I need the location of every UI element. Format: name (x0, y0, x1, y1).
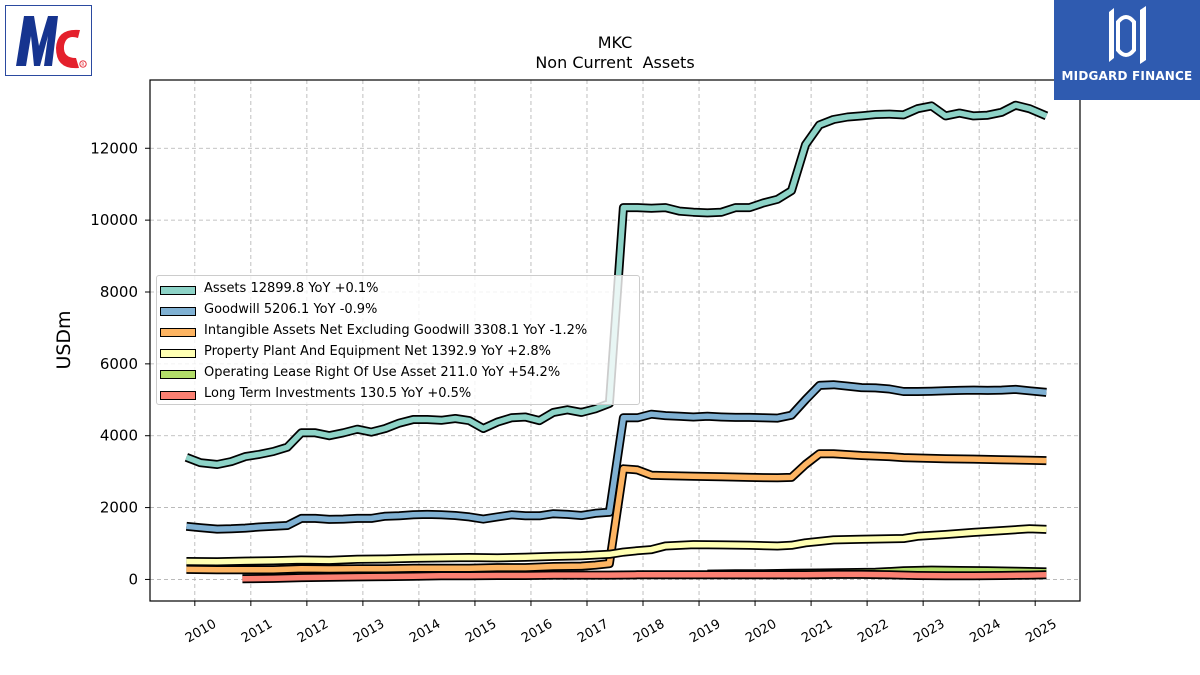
x-tick-label: 2020 (743, 617, 779, 647)
y-tick-label: 10000 (90, 211, 138, 229)
x-tick-label: 2016 (519, 617, 555, 647)
legend-label: Intangible Assets Net Excluding Goodwill… (204, 323, 588, 338)
legend-swatch (160, 307, 196, 316)
series-line-3 (186, 526, 1047, 565)
x-tick-label: 2024 (967, 617, 1003, 647)
x-tick-label: 2021 (799, 617, 835, 647)
legend-swatch (160, 328, 196, 337)
y-tick-label: 8000 (100, 283, 138, 301)
mkc-logo: R (5, 5, 92, 76)
legend-swatch (160, 286, 196, 295)
y-tick-label: 4000 (100, 427, 138, 445)
midgard-finance-logo: MIDGARD FINANCE (1054, 0, 1200, 100)
series-line-2 (186, 450, 1047, 573)
series-line-5 (242, 571, 1047, 582)
mc-logo-icon (16, 16, 58, 66)
chart-title: MKC (598, 33, 633, 52)
y-tick-label: 12000 (90, 139, 138, 157)
x-tick-label: 2015 (463, 617, 499, 647)
svg-text:R: R (81, 62, 84, 68)
midgard-finance-wordmark: MIDGARD FINANCE (1061, 69, 1193, 83)
x-tick-label: 2018 (631, 617, 667, 647)
x-tick-label: 2012 (295, 617, 331, 647)
x-tick-label: 2022 (855, 617, 891, 647)
series-line-1 (186, 381, 1047, 532)
chart-subtitle: Non Current Assets (535, 53, 694, 72)
legend-label: Property Plant And Equipment Net 1392.9 … (204, 344, 551, 359)
y-tick-label: 2000 (100, 499, 138, 517)
legend-label: Assets 12899.8 YoY +0.1% (204, 281, 379, 296)
x-tick-label: 2013 (351, 617, 387, 647)
y-axis-label: USDm (53, 310, 75, 369)
x-tick-label: 2010 (183, 617, 219, 647)
legend: Assets 12899.8 YoY +0.1% Goodwill 5206.1 … (156, 275, 640, 405)
x-tick-label: 2025 (1023, 617, 1059, 647)
x-tick-label: 2019 (687, 617, 723, 647)
plot-frame (149, 79, 1081, 602)
legend-label: Long Term Investments 130.5 YoY +0.5% (204, 386, 472, 401)
legend-swatch (160, 370, 196, 379)
y-tick-label: 6000 (100, 355, 138, 373)
legend-swatch (160, 349, 196, 358)
x-tick-label: 2017 (575, 617, 611, 647)
x-tick-label: 2023 (911, 617, 947, 647)
legend-label: Goodwill 5206.1 YoY -0.9% (204, 302, 378, 317)
x-tick-label: 2014 (407, 617, 443, 647)
y-tick-label: 0 (128, 570, 138, 588)
midgard-emblem-icon (1109, 6, 1146, 64)
x-tick-label: 2011 (239, 617, 275, 647)
legend-swatch (160, 391, 196, 400)
legend-label: Operating Lease Right Of Use Asset 211.0… (204, 365, 561, 380)
